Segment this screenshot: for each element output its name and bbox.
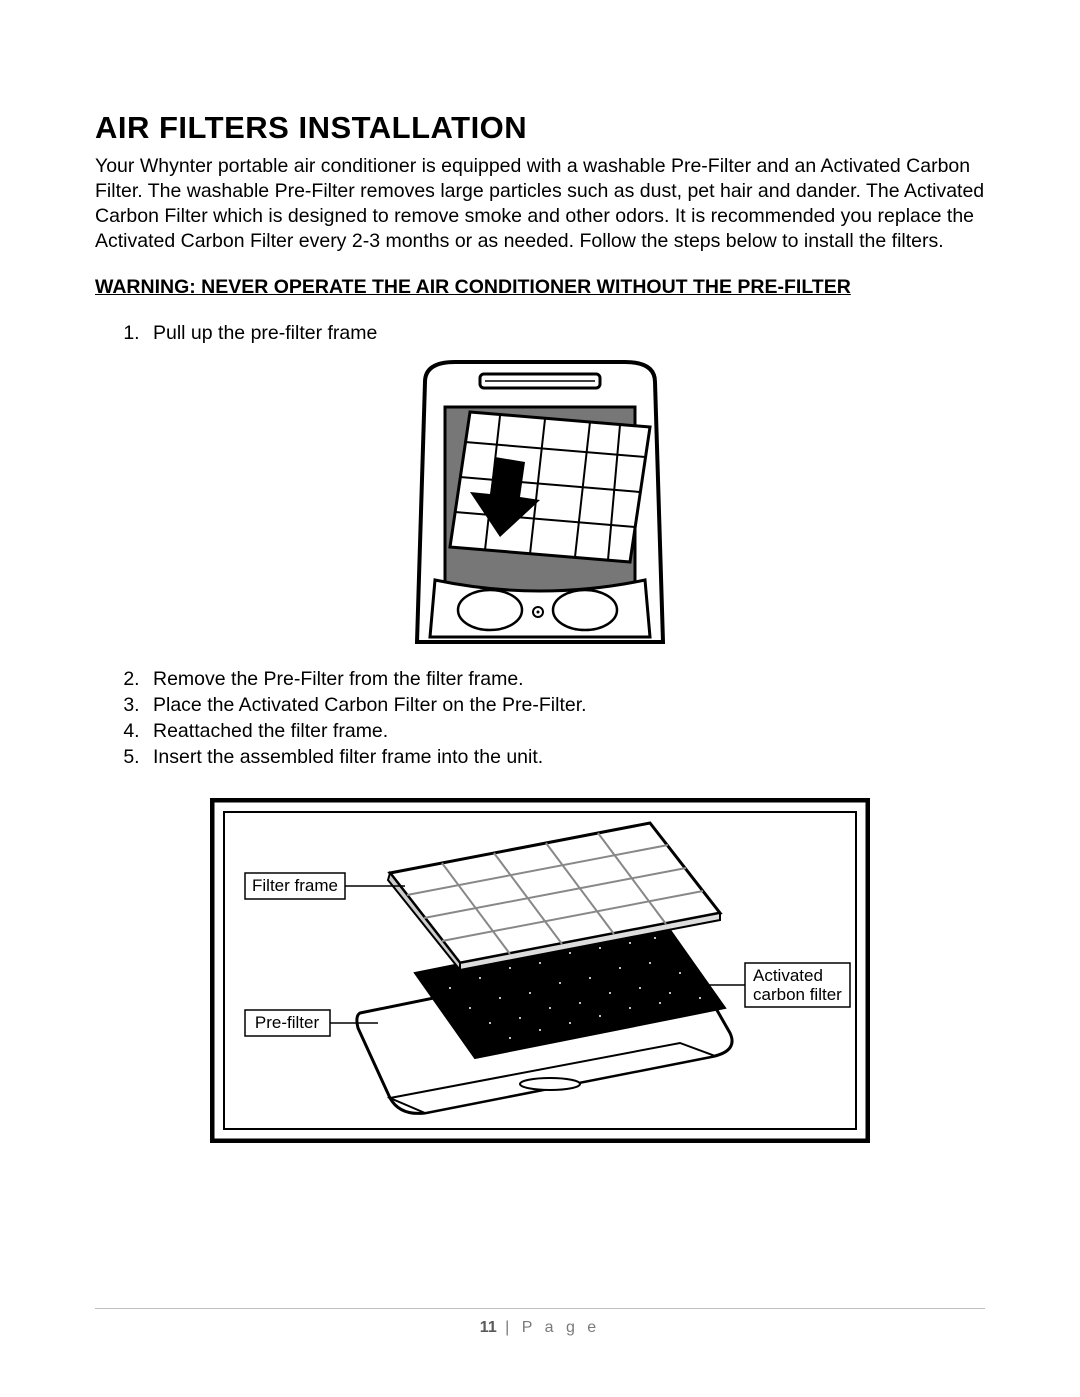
footer-page-number: 11 | P a g e <box>95 1319 985 1337</box>
step-4: Reattached the filter frame. <box>145 719 985 744</box>
label-activated-carbon-line2: carbon filter <box>753 985 842 1004</box>
label-pre-filter-text: Pre-filter <box>255 1013 320 1032</box>
step-1: Pull up the pre-filter frame <box>145 321 985 346</box>
step-5: Insert the assembled filter frame into t… <box>145 745 985 770</box>
filter-assembly-illustration: Filter frame Pre-filter Activated carbon… <box>210 798 870 1143</box>
steps-list: Pull up the pre-filter frame <box>95 321 985 346</box>
steps-list-continued: Remove the Pre-Filter from the filter fr… <box>95 667 985 770</box>
ac-unit-illustration <box>385 352 695 652</box>
step-2: Remove the Pre-Filter from the filter fr… <box>145 667 985 692</box>
page-footer: 11 | P a g e <box>95 1308 985 1337</box>
intro-paragraph: Your Whynter portable air conditioner is… <box>95 154 985 254</box>
warning-text: WARNING: NEVER OPERATE THE AIR CONDITION… <box>95 276 985 299</box>
section-title: AIR FILTERS INSTALLATION <box>95 110 985 146</box>
page-container: AIR FILTERS INSTALLATION Your Whynter po… <box>0 0 1080 1397</box>
label-filter-frame-text: Filter frame <box>252 876 338 895</box>
figure-1 <box>95 352 985 657</box>
figure-2: Filter frame Pre-filter Activated carbon… <box>95 798 985 1148</box>
label-activated-carbon-line1: Activated <box>753 966 823 985</box>
step-3: Place the Activated Carbon Filter on the… <box>145 693 985 718</box>
footer-divider <box>95 1308 985 1309</box>
